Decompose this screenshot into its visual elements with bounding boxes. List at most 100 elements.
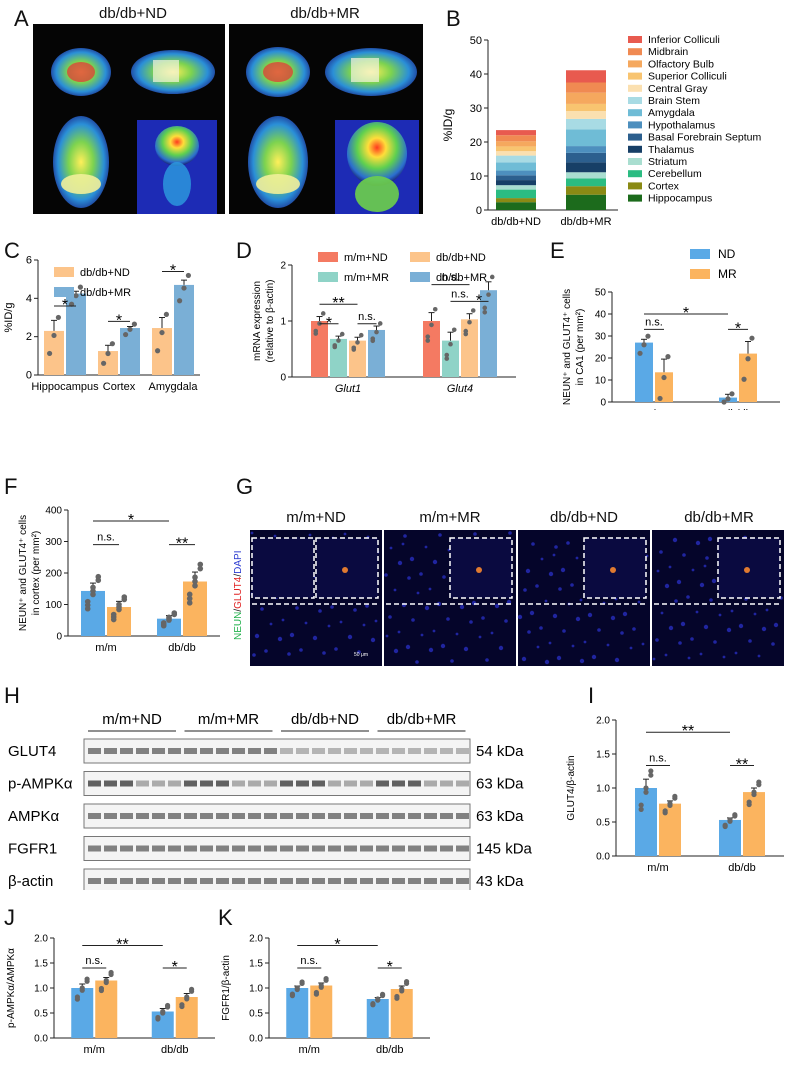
- stack-segment: [566, 146, 606, 153]
- sig-label: **: [736, 757, 748, 774]
- blot-band: [200, 813, 213, 819]
- glut4-signal: [744, 567, 750, 573]
- blot-band: [312, 780, 325, 787]
- blot-band: [440, 748, 453, 754]
- nucleus: [734, 651, 738, 655]
- nucleus: [554, 545, 558, 549]
- chart-d: 0 1 2 mRNA expression (relative to β-actin) G…: [252, 252, 516, 395]
- blot-band: [152, 748, 165, 754]
- legend-swatch: [410, 252, 430, 262]
- blot-band: [264, 748, 277, 754]
- y-tick-label: 0: [600, 398, 606, 409]
- data-point: [110, 611, 117, 618]
- legend-label: ND: [718, 247, 736, 261]
- blot-band: [248, 813, 261, 819]
- blot-band: [424, 748, 437, 754]
- data-point: [470, 308, 476, 313]
- blot-kda-label: 63 kDa: [476, 808, 524, 825]
- data-point: [186, 595, 193, 602]
- stack-segment: [496, 130, 536, 136]
- panel-a-header-mr: db/db+MR: [290, 5, 360, 22]
- data-point: [55, 314, 62, 321]
- panel-a-header-nd: db/db+ND: [99, 5, 167, 22]
- blot-band: [328, 748, 341, 754]
- y-tick-label: 20: [595, 354, 607, 365]
- blot-band: [120, 813, 133, 819]
- nucleus: [637, 600, 641, 604]
- blot-band: [136, 845, 149, 852]
- nucleus: [409, 556, 415, 562]
- data-point: [489, 274, 495, 280]
- stack-segment: [496, 135, 536, 142]
- stack-segment: [496, 180, 536, 186]
- y-axis-label-line: in CA1 (per mm²): [575, 309, 586, 386]
- nucleus: [304, 621, 308, 625]
- y-axis-label-line: NEUN⁺ and GLUT4⁺ cells: [562, 289, 573, 405]
- panel-g-header-3: db/db+ND: [550, 509, 618, 526]
- bar: [71, 988, 94, 1038]
- data-point: [482, 305, 488, 311]
- y-tick-label: 1.5: [596, 750, 610, 761]
- blot-row-label: FGFR1: [8, 841, 57, 858]
- x-category-label: db/db: [376, 1044, 404, 1056]
- data-point: [171, 610, 178, 616]
- nucleus: [757, 654, 761, 658]
- nucleus: [442, 575, 446, 579]
- nucleus: [353, 608, 357, 612]
- x-category-label: Glut4: [447, 383, 473, 395]
- data-point: [638, 806, 644, 812]
- sig-label: n.s.: [97, 532, 115, 544]
- blot-band: [360, 780, 373, 787]
- data-point: [451, 327, 457, 333]
- nucleus: [318, 609, 322, 613]
- blot-band: [296, 878, 309, 884]
- nucleus: [440, 643, 446, 649]
- legend-label: Hippocampus: [648, 193, 712, 205]
- legend-swatch: [628, 121, 642, 129]
- legend-swatch: [410, 272, 430, 282]
- nucleus: [575, 556, 579, 560]
- y-tick-label: 2.0: [34, 934, 48, 945]
- blot-band: [376, 878, 389, 884]
- nucleus: [334, 647, 338, 651]
- nucleus: [432, 629, 436, 633]
- sig-label: n.s.: [645, 316, 663, 328]
- nucleus: [415, 660, 419, 664]
- blot-band: [216, 878, 229, 884]
- y-tick-label: 2: [26, 331, 32, 343]
- y-tick-label: 4: [26, 293, 32, 305]
- blot-band: [376, 813, 389, 819]
- legend-swatch: [54, 267, 74, 277]
- blot-band: [232, 748, 245, 754]
- panel-k-label: K: [218, 905, 233, 930]
- blot-row-label: β-actin: [8, 873, 53, 890]
- nucleus: [370, 637, 376, 643]
- chart-j: 0.0 0.5 1.0 1.5 2.0 p-AMPKα/AMPKα m/m db/db ** n.…: [6, 934, 215, 1056]
- blot-band: [200, 845, 213, 852]
- blot-band: [136, 780, 149, 787]
- data-point: [181, 285, 187, 291]
- blot-band: [392, 845, 405, 852]
- y-tick-label: 40: [470, 69, 482, 81]
- nucleus: [407, 576, 411, 580]
- nucleus: [260, 607, 264, 611]
- blot-band: [344, 845, 357, 852]
- blot-band: [424, 878, 437, 884]
- nucleus: [424, 545, 428, 549]
- bar: [95, 980, 118, 1038]
- blot-band: [104, 780, 117, 787]
- sig-label: **: [176, 536, 188, 553]
- nucleus: [299, 648, 303, 652]
- nucleus: [397, 560, 403, 566]
- nucleus: [579, 598, 583, 602]
- nucleus: [539, 626, 543, 630]
- data-point: [131, 321, 137, 327]
- panel-g-label: G: [236, 474, 254, 499]
- nucleus: [606, 643, 610, 647]
- blot-band: [408, 813, 421, 819]
- nucleus: [544, 599, 548, 603]
- nucleus: [686, 595, 690, 599]
- legend-swatch: [628, 36, 642, 43]
- y-axis-label: FGFR1/β-actin: [221, 955, 232, 1021]
